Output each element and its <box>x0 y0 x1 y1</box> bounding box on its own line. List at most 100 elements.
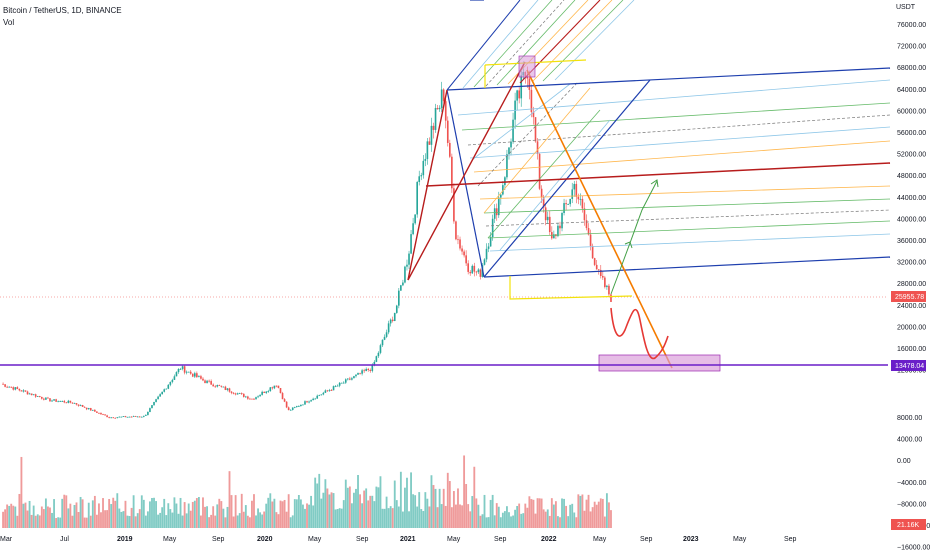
candle-body <box>379 345 382 353</box>
candle-body <box>65 402 68 404</box>
candle-body <box>485 248 488 260</box>
candle-body <box>310 400 312 402</box>
candle-body <box>363 370 365 372</box>
fork-upper-tine <box>446 67 891 91</box>
candle-body <box>175 372 178 377</box>
median-line <box>425 162 891 187</box>
candle-body <box>28 393 31 395</box>
candle-body <box>22 390 25 392</box>
volume-bar <box>2 511 4 528</box>
volume-bar <box>322 492 325 528</box>
candle-body <box>402 282 404 286</box>
volume-bar <box>581 494 584 528</box>
volume-bar <box>20 456 23 528</box>
candle-body <box>151 405 153 409</box>
candle-body <box>579 198 582 200</box>
volume-bar <box>597 501 600 528</box>
candle-body <box>369 369 372 371</box>
volume-bar <box>289 517 292 528</box>
volume-bar <box>377 487 380 528</box>
volume-bar <box>361 503 364 528</box>
fork-level-line <box>489 233 891 252</box>
volume-bar <box>573 512 576 528</box>
axis-unit: USDT <box>896 4 916 11</box>
volume-bar <box>593 501 596 528</box>
candle-body <box>283 399 286 402</box>
volume-bar <box>59 517 62 528</box>
candle-body <box>563 203 565 213</box>
volume-bar <box>565 505 568 528</box>
volume-bar <box>467 504 470 528</box>
candle-body <box>540 188 543 198</box>
volume-bar <box>53 499 55 528</box>
candle-body <box>300 404 302 406</box>
candle-body <box>459 239 461 249</box>
volume-bar <box>128 516 131 528</box>
volume-bar <box>497 506 500 528</box>
candle-body <box>73 403 76 404</box>
volume-bar <box>379 476 382 528</box>
volume-bar <box>73 505 76 528</box>
volume-bar <box>251 500 253 528</box>
candle-body <box>546 216 549 221</box>
volume-bar <box>12 505 15 528</box>
volume-bar <box>93 495 96 528</box>
candle-body <box>110 417 112 419</box>
volume-bar <box>359 494 361 528</box>
candle-body <box>220 385 223 387</box>
time-tick-label: May <box>447 536 461 543</box>
volume-bar <box>242 511 245 528</box>
candle-body <box>230 391 233 393</box>
volume-bar <box>518 503 521 528</box>
time-tick-label: 2019 <box>117 536 133 543</box>
volume-bar <box>393 480 396 528</box>
volume-bar <box>608 502 610 528</box>
volume-bar <box>383 508 386 528</box>
candle-body <box>500 194 502 198</box>
volume-bar <box>557 516 559 528</box>
price-axis[interactable]: USDT 76000.00 72000.00 68000.00 64000.00 600… <box>896 4 926 375</box>
volume-bar <box>149 501 151 528</box>
candle-body <box>334 386 337 387</box>
volume-bar <box>346 487 349 528</box>
candle-body <box>506 154 508 178</box>
volume-bar <box>49 507 51 528</box>
volume-bar <box>214 515 217 528</box>
volume-bar <box>444 505 447 528</box>
volume-bar <box>230 495 233 528</box>
candle-body <box>373 361 376 365</box>
volume-bar <box>526 507 529 528</box>
candle-body <box>502 185 504 195</box>
candle-body <box>53 399 55 401</box>
volume-bar <box>293 499 296 528</box>
volume-bar <box>540 498 543 528</box>
candle-body <box>420 175 423 177</box>
volume-bar <box>285 511 288 528</box>
time-axis[interactable]: Mar Jul 2019 May Sep 2020 May Sep 2021 May Sep 2022… <box>0 536 797 543</box>
volume-bar <box>224 517 227 528</box>
volume-bar <box>16 515 19 528</box>
candle-body <box>326 390 329 392</box>
candle-body <box>599 269 602 276</box>
candle-body <box>102 414 104 416</box>
price-tick-label: 12000.00 <box>897 368 926 375</box>
candle-body <box>118 416 121 418</box>
volume-bar <box>577 494 580 528</box>
candle-body <box>275 385 278 387</box>
candle-body <box>212 384 214 387</box>
volume-bar <box>69 503 72 528</box>
candle-body <box>293 406 296 408</box>
candle-body <box>347 378 349 380</box>
candle-body <box>604 277 606 288</box>
volume-bar <box>171 512 174 528</box>
volume-bar <box>404 487 406 528</box>
candle-body <box>495 208 498 216</box>
volume-bar <box>469 511 472 528</box>
volume-bar <box>42 509 45 528</box>
candle-body <box>94 409 96 412</box>
volume-bar <box>357 474 359 528</box>
volume-bar <box>395 500 398 528</box>
candle-body <box>18 388 21 391</box>
drawing-tools-layer[interactable] <box>0 0 891 372</box>
